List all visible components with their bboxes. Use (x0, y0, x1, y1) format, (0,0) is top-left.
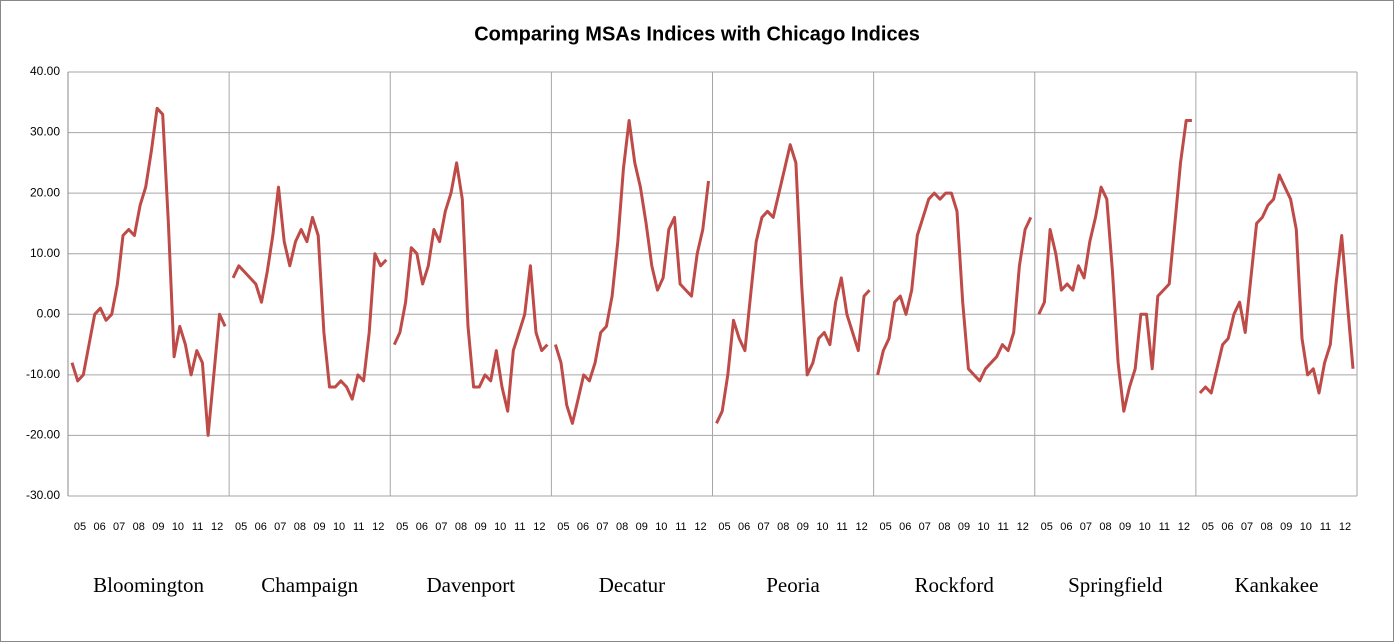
y-tick-label: 0.00 (37, 306, 61, 320)
x-tick-label: 09 (958, 521, 970, 533)
x-tick-label: 05 (1202, 521, 1214, 533)
x-tick-label: 12 (856, 521, 868, 533)
x-tick-label: 12 (1178, 521, 1190, 533)
x-tick-label: 09 (1119, 521, 1131, 533)
x-tick-label: 08 (777, 521, 789, 533)
x-tick-label: 09 (797, 521, 809, 533)
x-tick-label: 09 (474, 521, 486, 533)
group-label: Springfield (1068, 573, 1163, 597)
line (876, 191, 1033, 383)
x-tick-label: 10 (333, 521, 345, 533)
x-tick-label: 11 (192, 521, 203, 533)
x-tick-label: 10 (977, 521, 989, 533)
line (392, 161, 549, 413)
y-tick-label: -20.00 (26, 428, 60, 442)
x-tick-label: 09 (636, 521, 648, 533)
line (553, 119, 710, 425)
x-tick-label: 06 (1221, 521, 1233, 533)
x-tick-label: 05 (396, 521, 408, 533)
x-tick-label: 08 (133, 521, 145, 533)
x-tick-label: 11 (675, 521, 686, 533)
x-tick-label: 09 (1280, 521, 1292, 533)
x-tick-label: 09 (313, 521, 325, 533)
x-tick-label: 08 (1099, 521, 1111, 533)
line (70, 106, 227, 437)
group-label: Rockford (915, 573, 995, 597)
y-tick-label: 20.00 (30, 185, 60, 199)
x-tick-label: 07 (274, 521, 286, 533)
group-label: Champaign (261, 573, 358, 597)
x-tick-label: 12 (211, 521, 223, 533)
group-label: Kankakee (1234, 573, 1318, 597)
x-tick-label: 08 (1261, 521, 1273, 533)
x-tick-label: 06 (255, 521, 267, 533)
x-tick-label: 07 (758, 521, 770, 533)
x-tick-label: 06 (93, 521, 105, 533)
x-tick-label: 07 (919, 521, 931, 533)
x-tick-label: 12 (1339, 521, 1351, 533)
x-tick-label: 08 (616, 521, 628, 533)
x-tick-label: 08 (938, 521, 950, 533)
x-tick-label: 11 (836, 521, 847, 533)
line (1037, 119, 1192, 413)
x-tick-label: 10 (172, 521, 184, 533)
x-tick-label: 05 (74, 521, 86, 533)
group-label: Bloomington (93, 573, 204, 597)
x-tick-label: 06 (577, 521, 589, 533)
x-tick-label: 08 (294, 521, 306, 533)
group-label: Peoria (766, 573, 820, 597)
y-tick-label: 30.00 (30, 125, 60, 139)
y-tick-label: 40.00 (30, 64, 60, 78)
x-tick-label: 06 (416, 521, 428, 533)
x-tick-label: 05 (880, 521, 892, 533)
x-tick-label: 12 (372, 521, 384, 533)
line (231, 185, 388, 401)
x-tick-label: 07 (435, 521, 447, 533)
x-tick-label: 05 (235, 521, 247, 533)
x-tick-label: 09 (152, 521, 164, 533)
x-tick-label: 07 (1080, 521, 1092, 533)
x-tick-label: 10 (1139, 521, 1151, 533)
y-tick-label: -30.00 (26, 488, 60, 502)
x-tick-label: 12 (694, 521, 706, 533)
y-tick-label: 10.00 (30, 246, 60, 260)
x-tick-label: 06 (738, 521, 750, 533)
x-tick-label: 07 (113, 521, 125, 533)
x-tick-label: 11 (997, 521, 1008, 533)
x-tick-label: 05 (718, 521, 730, 533)
x-tick-label: 07 (596, 521, 608, 533)
x-tick-label: 05 (1041, 521, 1053, 533)
x-tick-label: 11 (514, 521, 525, 533)
x-tick-label: 10 (494, 521, 506, 533)
line (715, 143, 871, 424)
x-tick-label: 05 (557, 521, 569, 533)
x-tick-label: 11 (1320, 521, 1331, 533)
x-tick-label: 11 (353, 521, 364, 533)
chart-title: Comparing MSAs Indices with Chicago Indi… (474, 23, 920, 45)
x-tick-label: 12 (1017, 521, 1029, 533)
y-tick-label: -10.00 (26, 367, 60, 381)
x-tick-label: 10 (655, 521, 667, 533)
x-tick-label: 07 (1241, 521, 1253, 533)
group-label: Davenport (426, 573, 515, 597)
x-tick-label: 08 (455, 521, 467, 533)
x-tick-label: 06 (1060, 521, 1072, 533)
x-tick-label: 06 (899, 521, 911, 533)
x-tick-label: 12 (533, 521, 545, 533)
x-tick-label: 10 (816, 521, 828, 533)
x-tick-label: 11 (1159, 521, 1170, 533)
group-label: Decatur (599, 573, 665, 597)
line (1198, 173, 1355, 395)
x-tick-label: 10 (1300, 521, 1312, 533)
